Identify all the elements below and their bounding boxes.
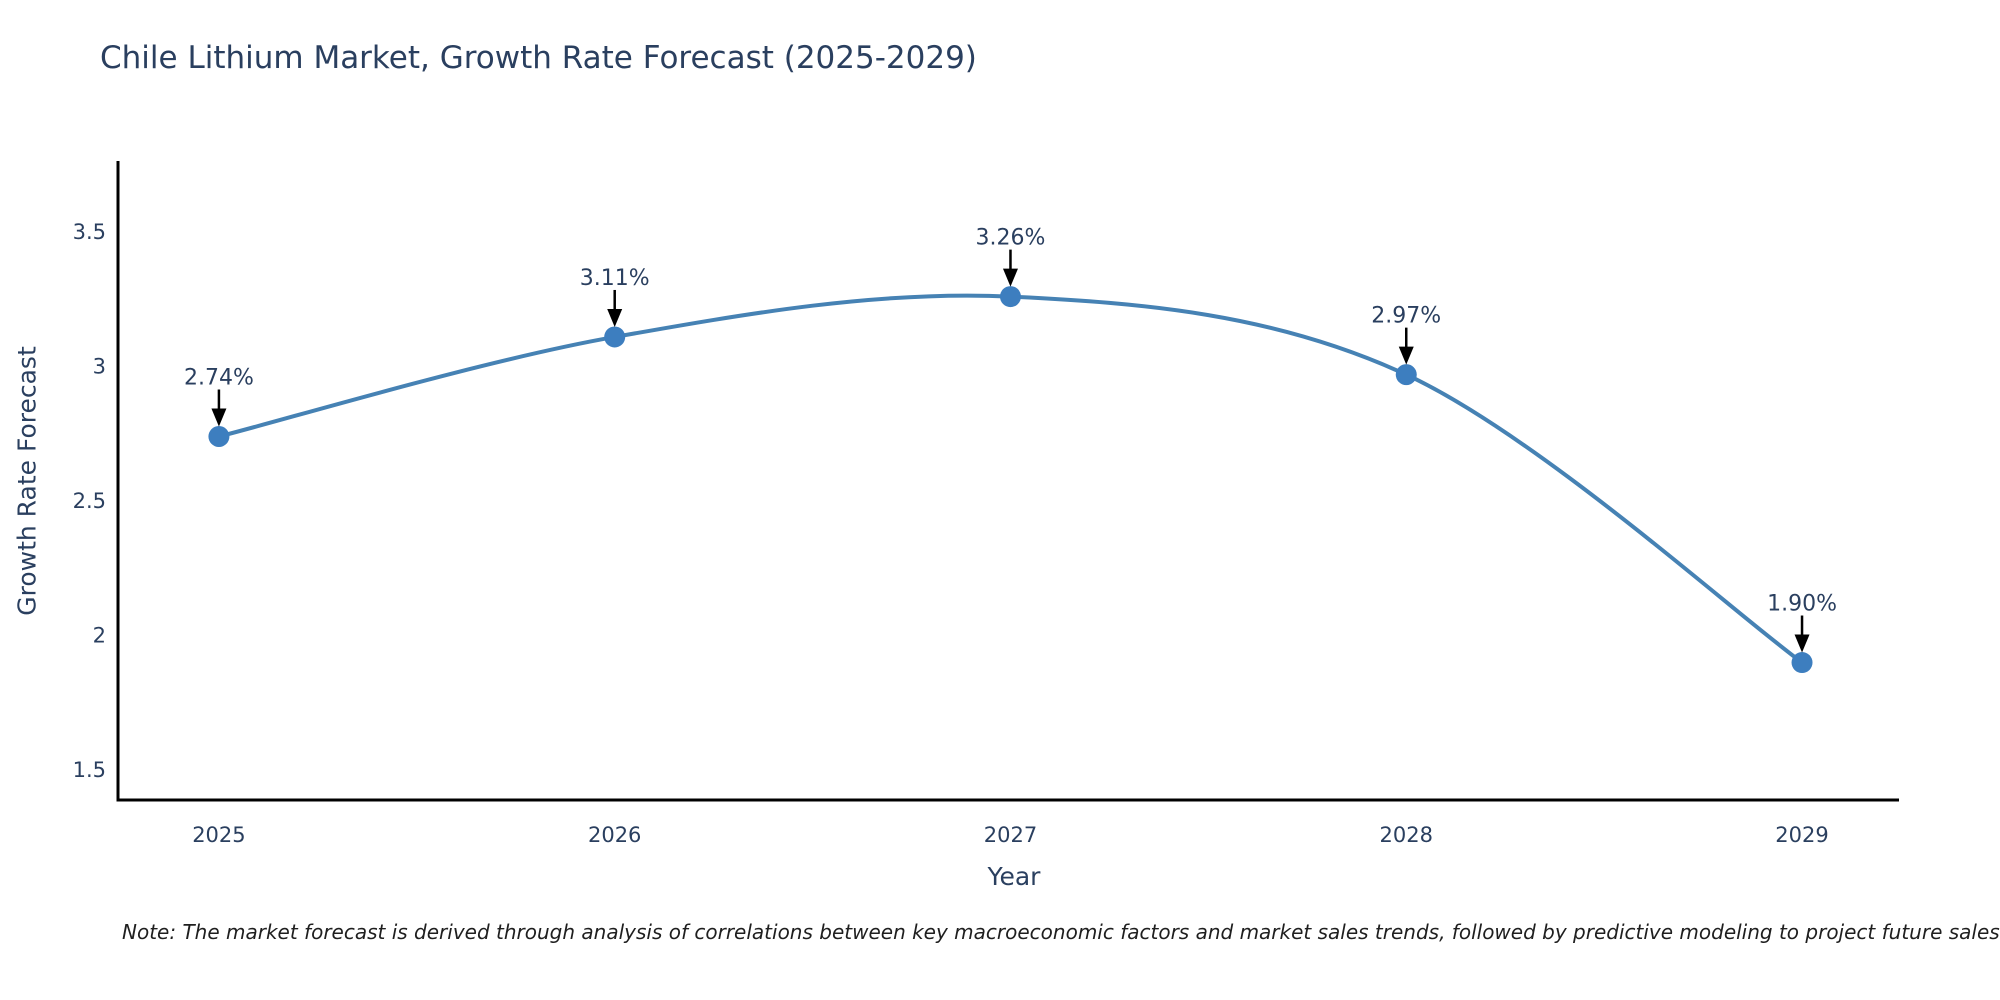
x-tick-label-2027: 2027 — [984, 823, 1037, 847]
annotation-arrowhead-icon — [1398, 346, 1414, 365]
y-tick-label-3.5: 3.5 — [73, 220, 106, 244]
data-point-2029[interactable] — [1791, 652, 1813, 674]
annotation-arrowhead-icon — [1002, 268, 1018, 287]
y-tick-label-2: 2 — [93, 624, 106, 648]
y-tick-label-3: 3 — [93, 355, 106, 379]
annotation-label-2025: 2.74% — [184, 366, 254, 391]
forecast-line-series — [216, 293, 1805, 665]
x-tick-label-2026: 2026 — [588, 823, 641, 847]
annotation-label-2028: 2.97% — [1371, 304, 1441, 329]
annotation-label-2027: 3.26% — [976, 226, 1046, 251]
y-tick-label-2.5: 2.5 — [73, 489, 106, 513]
x-axis-title: Year — [987, 862, 1041, 891]
annotation-label-2029: 1.90% — [1767, 592, 1837, 617]
data-point-2027[interactable] — [999, 286, 1021, 308]
annotation-arrowhead-icon — [211, 408, 227, 427]
annotation-arrowhead-icon — [1794, 634, 1810, 653]
x-tick-label-2025: 2025 — [192, 823, 245, 847]
x-tick-label-2028: 2028 — [1380, 823, 1433, 847]
data-point-2025[interactable] — [208, 426, 230, 448]
y-tick-label-1.5: 1.5 — [73, 758, 106, 782]
chart-title: Chile Lithium Market, Growth Rate Foreca… — [100, 40, 977, 76]
data-point-2026[interactable] — [604, 326, 626, 348]
annotation-arrowhead-icon — [607, 308, 623, 327]
footnote: Note: The market forecast is derived thr… — [122, 920, 2000, 944]
x-tick-label-2029: 2029 — [1775, 823, 1828, 847]
annotation-label-2026: 3.11% — [580, 266, 650, 291]
data-point-2028[interactable] — [1395, 364, 1417, 386]
